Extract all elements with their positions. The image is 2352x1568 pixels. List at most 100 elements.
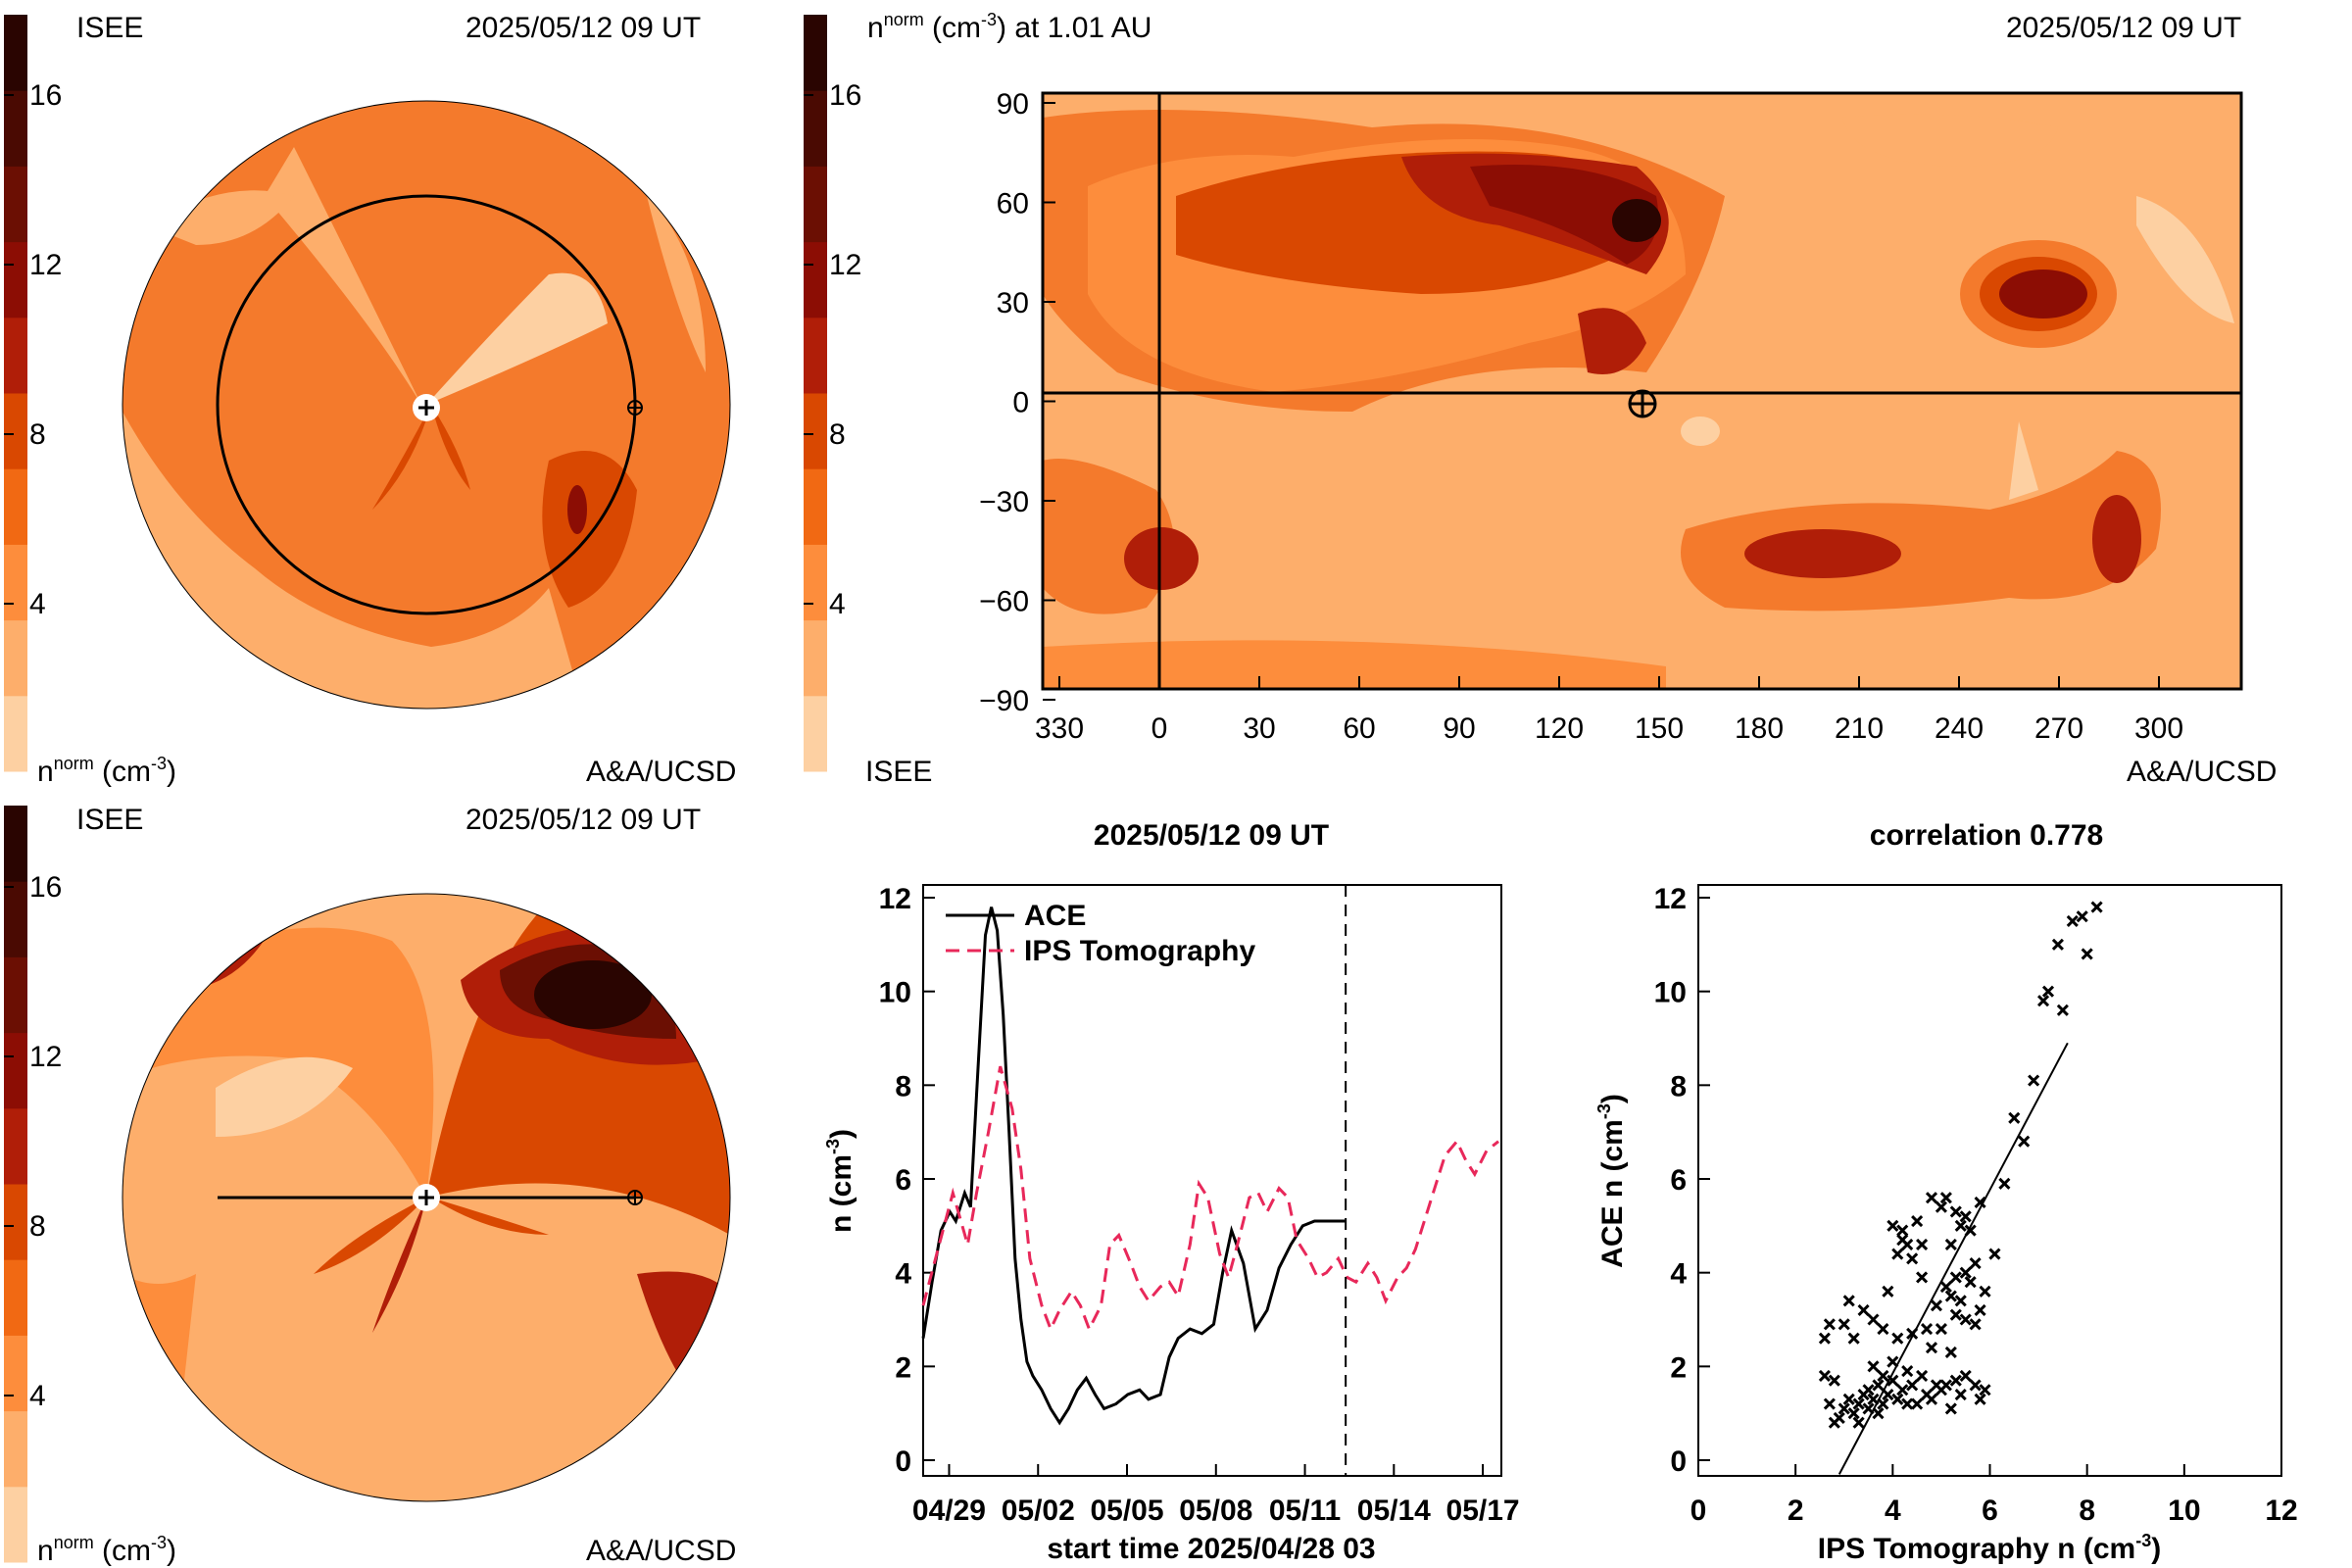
scatter-point <box>1916 1369 1929 1382</box>
scatter-point <box>1877 1369 1889 1382</box>
colorbar-tick-label: 4 <box>29 588 46 620</box>
scatter-point <box>1949 1205 1962 1218</box>
scatter-point <box>1828 1374 1840 1387</box>
density-map <box>1043 93 2241 689</box>
y-tick-label: 90 <box>997 88 1029 121</box>
colorbar-swatch <box>4 90 27 167</box>
scatter-point <box>2008 1111 2021 1124</box>
scatter-point <box>1906 1252 1919 1265</box>
sun-marker <box>413 394 440 421</box>
y-tick-label: 2 <box>1670 1351 1687 1384</box>
x-tick-label: 05/17 <box>1446 1494 1520 1527</box>
y-tick-label: 4 <box>895 1258 911 1291</box>
scatter-point <box>1882 1388 1894 1401</box>
scatter-point <box>1925 1192 1938 1204</box>
colorbar-tick-label: 8 <box>29 418 46 451</box>
colorbar-swatch <box>804 695 827 772</box>
scatter-point <box>1925 1342 1938 1354</box>
scatter-point <box>1867 1360 1880 1373</box>
colorbar-swatch <box>804 90 827 167</box>
chart-title: 2025/05/12 09 UT <box>1094 819 1329 852</box>
time-label: 2025/05/12 09 UT <box>466 12 701 44</box>
y-axis-label: ACE n (cm-3) <box>1594 1094 1629 1268</box>
colorbar-unit-label: nnorm (cm-3) <box>37 1533 176 1567</box>
scatter-point <box>1842 1393 1855 1405</box>
scatter-point <box>1959 1210 1972 1223</box>
colorbar-swatch <box>4 544 27 621</box>
scatter-point <box>1935 1323 1947 1336</box>
x-tick-label: 120 <box>1535 712 1584 745</box>
colorbar-unit-label: nnorm (cm-3) <box>37 754 176 788</box>
colorbar-swatch <box>804 468 827 545</box>
x-axis-label: IPS Tomography n (cm-3) <box>1818 1531 2162 1565</box>
scatter-point <box>1823 1318 1836 1331</box>
scatter-point <box>1969 1318 1982 1331</box>
colorbar-swatch <box>804 166 827 243</box>
x-tick-label: 0 <box>1690 1494 1707 1527</box>
scatter-point <box>1862 1384 1875 1396</box>
scatter-point <box>1925 1393 1938 1405</box>
scatter-point <box>1979 1285 1991 1298</box>
colorbar-swatch <box>4 166 27 243</box>
y-tick-label: 30 <box>997 287 1029 319</box>
scatter-point <box>1954 1388 1967 1401</box>
x-tick-label: 8 <box>2079 1494 2095 1527</box>
org-label: ISEE <box>865 756 932 788</box>
x-tick-label: 30 <box>1243 712 1275 745</box>
timeseries-chart: 2025/05/12 09 UT 04/29 05/02 05/05 05/08 05/… <box>823 819 1520 1565</box>
earth-marker <box>627 400 643 416</box>
scatter-point <box>2028 1074 2040 1087</box>
colorbar-swatch <box>4 468 27 545</box>
scatter-point <box>1891 1248 1904 1260</box>
y-tick-label: 12 <box>1654 883 1687 915</box>
scatter-point <box>2090 901 2103 913</box>
x-tick-label: 6 <box>1982 1494 1998 1527</box>
scatter-point <box>2051 938 2064 951</box>
earth-marker <box>1628 389 1657 418</box>
colorbar-swatch <box>4 1486 27 1563</box>
x-tick-label: 270 <box>2034 712 2083 745</box>
scatter-point <box>1847 1407 1860 1420</box>
colorbar-swatch <box>804 15 827 91</box>
x-tick-label: 60 <box>1343 712 1375 745</box>
colorbar-swatch <box>804 317 827 394</box>
panel-top-right: 4 8 12 16 nnorm (cm-3) at 1.01 AU 2025/05/1… <box>804 10 2277 788</box>
colorbar-tick-label: 12 <box>829 249 861 281</box>
y-tick-label: 6 <box>895 1164 911 1197</box>
scatter-point <box>1939 1280 1952 1294</box>
scatter-point <box>1959 1369 1972 1382</box>
credit-label: A&A/UCSD <box>2127 756 2277 788</box>
y-tick-label: 8 <box>1670 1070 1687 1102</box>
colorbar-swatch <box>4 241 27 318</box>
scatter-point <box>1857 1303 1870 1316</box>
scatter-point <box>1886 1374 1899 1387</box>
map-frame <box>1041 91 2243 691</box>
scatter-point <box>1847 1332 1860 1345</box>
scatter-point <box>2018 1135 2031 1148</box>
scatter-point <box>2076 910 2088 923</box>
scatter-chart: correlation 0.778 0 2 4 6 8 10 12 0 2 4 6 8 10 12 IPS… <box>1594 819 2298 1565</box>
y-tick-label: −30 <box>979 486 1029 518</box>
scatter-point <box>1969 1379 1982 1392</box>
legend-label-ace: ACE <box>1024 900 1086 932</box>
scatter-point <box>1939 1379 1952 1392</box>
scatter-point <box>1823 1397 1836 1410</box>
scatter-point <box>2066 914 2079 927</box>
scatter-point <box>1969 1257 1982 1270</box>
y-axis-label: n (cm-3) <box>823 1129 858 1233</box>
scatter-point <box>1974 1303 1986 1316</box>
scatter-point <box>1959 1313 1972 1326</box>
x-tick-label: 330 <box>1035 712 1084 745</box>
scatter-point <box>1818 1332 1831 1345</box>
scatter-point <box>1838 1318 1850 1331</box>
x-tick-label: 0 <box>1152 712 1168 745</box>
scatter-point <box>1911 1397 1924 1410</box>
scatter-point <box>1906 1379 1919 1392</box>
plot-frame <box>1697 884 2282 1477</box>
timeseries-axes: 04/29 05/02 05/05 05/08 05/11 05/14 05/17 0 2 4 6 8… <box>879 883 1520 1527</box>
x-axis-label: start time 2025/04/28 03 <box>1047 1533 1375 1565</box>
x-tick-label: 150 <box>1635 712 1684 745</box>
credit-label: A&A/UCSD <box>586 756 736 788</box>
scatter-point <box>1891 1393 1904 1405</box>
scatter-point <box>1944 1402 1957 1415</box>
